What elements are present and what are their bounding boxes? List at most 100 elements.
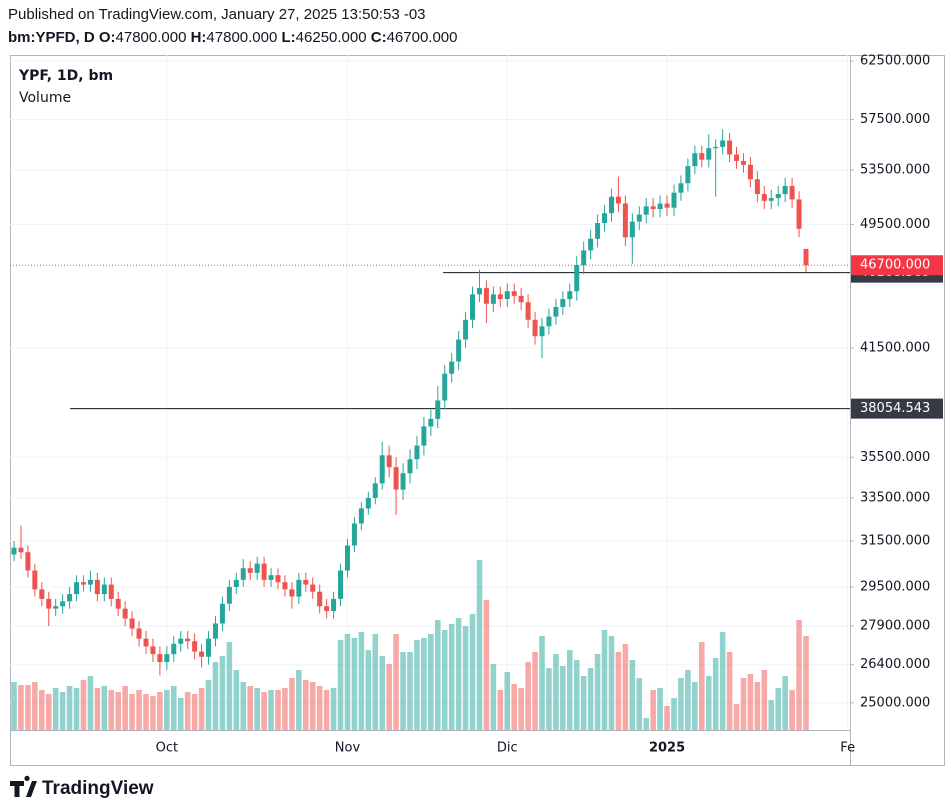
volume-bar (45, 694, 52, 730)
volume-bar (52, 688, 59, 730)
candle-body (553, 306, 559, 317)
volume-bar (198, 688, 205, 730)
candle-body (706, 148, 712, 160)
candle-body (747, 164, 753, 180)
volume-bar (240, 682, 247, 730)
volume-bar (560, 666, 566, 730)
x-tick-label: Oct (156, 741, 178, 756)
volume-bar (719, 632, 726, 730)
volume-bar (469, 614, 476, 730)
volume-bar (754, 682, 761, 730)
volume-bar (386, 664, 392, 730)
candle-body (11, 547, 17, 555)
volume-bar (448, 624, 455, 730)
x-tick-label: Nov (335, 741, 361, 756)
volume-bar (73, 688, 80, 730)
candle-body (303, 579, 309, 585)
candle-body (595, 223, 601, 239)
candle-body (386, 455, 392, 468)
candle-body (393, 467, 399, 490)
volume-bar (685, 670, 691, 730)
candle-body (629, 221, 635, 238)
volume-bar (87, 676, 94, 730)
y-tick-label: 27900.000 (860, 619, 930, 634)
tradingview-logo: TradingView (10, 775, 154, 799)
candle-body (497, 294, 503, 300)
ohlc-key: H: (190, 29, 207, 46)
ohlc-key: O: (98, 29, 116, 46)
volume-bar (421, 638, 427, 730)
volume-bar (393, 634, 399, 730)
ohlc-value: 47800.000 (115, 29, 187, 46)
candle-body (504, 291, 510, 300)
volume-bar (761, 670, 768, 730)
candle-body (247, 568, 253, 573)
volume-bar (629, 660, 636, 730)
candle-body (560, 299, 566, 307)
volume-bar (462, 626, 469, 730)
chart-title: YPF, 1D, bm (18, 68, 113, 84)
volume-bar (122, 686, 128, 730)
volume-bar (39, 690, 45, 730)
candle-body (678, 183, 684, 193)
candle-body (511, 291, 517, 296)
volume-bar (316, 686, 323, 730)
volume-bar (587, 668, 594, 730)
volume-bar (615, 652, 622, 730)
candle-body (192, 641, 198, 652)
candle-body (525, 302, 531, 320)
volume-bar (59, 692, 66, 730)
candle-body (289, 589, 295, 597)
volume-bar (157, 692, 163, 730)
volume-bar (351, 638, 358, 730)
price-label-bg (851, 255, 943, 276)
volume-bar (803, 636, 809, 730)
candle-body (782, 185, 788, 195)
volume-bar (205, 680, 212, 730)
ohlc-key: L: (281, 29, 296, 46)
volume-bar (504, 672, 511, 730)
volume-bar (115, 692, 121, 730)
candle-body (692, 153, 698, 167)
volume-bar (546, 668, 552, 730)
candle-body (608, 196, 614, 214)
candle-body (789, 185, 795, 200)
candle-body (219, 603, 225, 624)
volume-bar (212, 662, 219, 730)
candle-body (282, 582, 288, 590)
candle-body (602, 213, 608, 224)
volume-bar (601, 630, 608, 730)
candle-body (761, 194, 767, 201)
y-tick-label: 49500.000 (860, 217, 930, 232)
candle-body (532, 319, 538, 337)
candle-body (803, 248, 809, 266)
candle-body (657, 203, 663, 210)
candle-body (713, 146, 719, 149)
candle-body (442, 373, 448, 401)
candle-body (32, 570, 38, 590)
volume-bar (171, 686, 177, 730)
candle-body (206, 638, 212, 657)
candle-body (643, 206, 649, 215)
candle-body (25, 552, 31, 571)
y-tick-label: 29500.000 (860, 579, 930, 594)
candle-body (546, 316, 552, 327)
volume-bar (733, 704, 740, 730)
candle-body (53, 606, 59, 609)
candle-body (226, 586, 232, 604)
candle-body (275, 575, 281, 583)
ohlc-line: bm:YPFD, D O:47800.000 H:47800.000 L:462… (8, 29, 457, 46)
candle-body (650, 206, 656, 210)
volume-bar (782, 676, 788, 730)
volume-bar (226, 642, 233, 730)
candle-body (185, 638, 191, 642)
volume-bar (358, 632, 365, 730)
volume-bar (150, 696, 156, 730)
x-tick-label: 2025 (649, 741, 685, 756)
volume-bar (483, 600, 490, 730)
candle-body (296, 579, 302, 597)
volume-bar (344, 634, 351, 730)
candle-body (46, 598, 52, 609)
volume-bar (191, 694, 198, 730)
volume-bar (219, 656, 226, 730)
